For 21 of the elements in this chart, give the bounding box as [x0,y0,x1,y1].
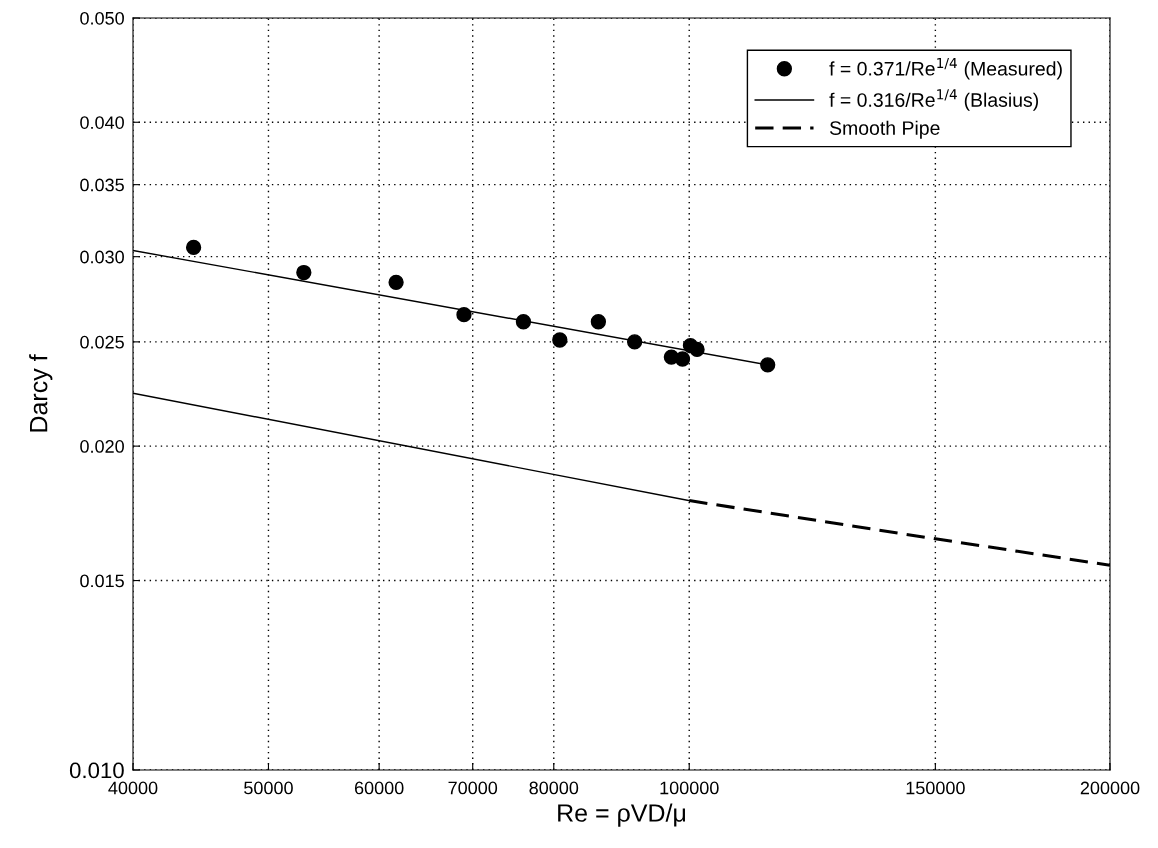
x-tick-label: 50000 [244,781,293,795]
y-tick-label: 0.030 [80,250,124,264]
x-tick-label: 40000 [108,781,158,795]
x-tick-label: 70000 [448,781,498,795]
y-tick-label: 0.010 [69,762,124,779]
x-tick-label: 150000 [906,781,965,795]
y-tick-label: 0.035 [80,178,124,192]
y-tick-label: 0.050 [80,11,124,25]
y-tick-label: 0.025 [80,335,124,349]
x-tick-label: 200000 [1080,781,1140,795]
x-tick-label: 100000 [660,781,719,795]
x-axis-title: Re = ρVD/μ [558,803,686,827]
legend-label: f = 0.371/Re$^{1/4}$ (Measured) [829,58,1062,80]
y-tick-label: 0.040 [80,116,124,129]
legend-label: Smooth Pipe [829,120,940,139]
x-tick-label: 60000 [354,781,404,795]
y-axis-title: Darcy f [29,354,53,432]
y-tick-label: 0.020 [80,440,124,453]
legend-label: f = 0.316/Re$^{1/4}$ (Blasius) [829,89,1039,111]
x-tick-label: 80000 [529,781,579,795]
y-tick-label: 0.015 [80,574,124,588]
